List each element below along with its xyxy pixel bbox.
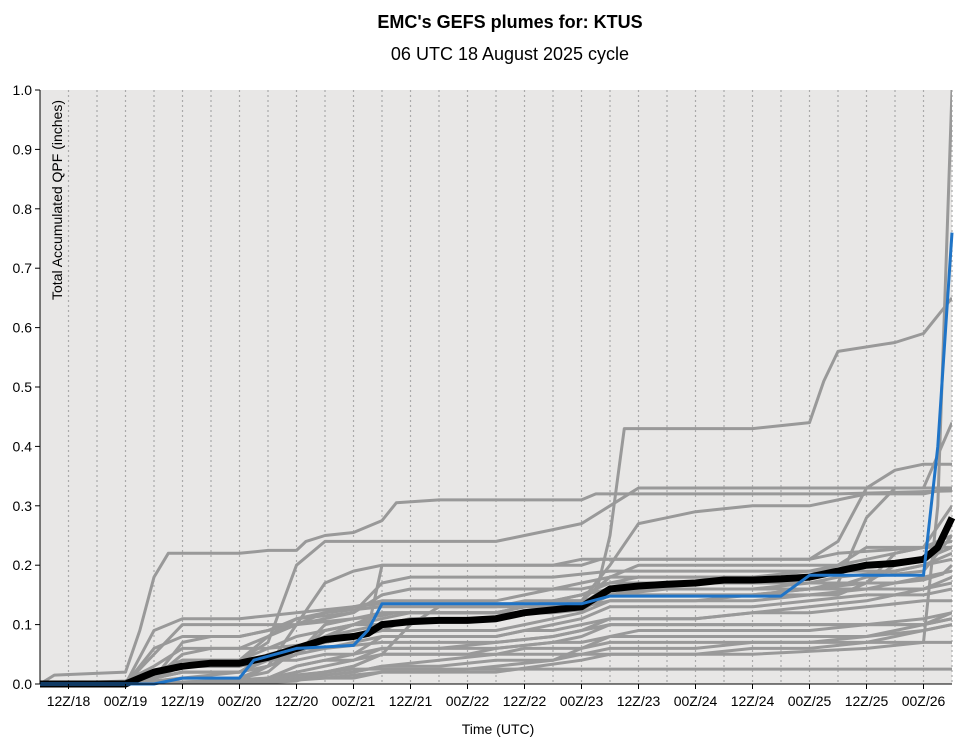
x-tick-label: 12Z/18 <box>47 693 91 709</box>
x-tick-label: 00Z/26 <box>902 693 946 709</box>
x-tick-label: 12Z/23 <box>617 693 661 709</box>
y-tick-label: 0.3 <box>13 498 33 514</box>
y-tick-label: 0.7 <box>13 260 33 276</box>
control-line <box>40 232 954 686</box>
x-tick-label: 12Z/25 <box>845 693 889 709</box>
y-tick-label: 1.0 <box>13 82 33 98</box>
x-tick-label: 00Z/24 <box>674 693 718 709</box>
member-line-19 <box>40 569 952 684</box>
ensemble-members <box>40 90 952 684</box>
x-tick-label: 12Z/22 <box>503 693 547 709</box>
y-tick-label: 0.2 <box>13 557 33 573</box>
x-axis-ticks: 12Z/18 00Z/19 12Z/19 00Z/20 12Z/20 00Z/21 12Z/… <box>47 684 946 709</box>
y-tick-label: 0.0 <box>13 676 33 692</box>
x-axis-label: Time (UTC) <box>462 721 535 737</box>
member-line-12 <box>40 564 952 684</box>
ensemble-mean <box>40 516 956 688</box>
member-line-30 <box>40 90 952 684</box>
y-axis-label: Total Accumulated QPF (inches) <box>49 100 65 300</box>
x-tick-label: 12Z/19 <box>161 693 205 709</box>
member-line-15 <box>40 581 952 684</box>
y-tick-label: 0.6 <box>13 320 33 336</box>
mean-line <box>40 516 956 688</box>
x-tick-label: 00Z/23 <box>560 693 604 709</box>
x-tick-label: 00Z/19 <box>104 693 148 709</box>
y-tick-label: 0.5 <box>13 379 33 395</box>
x-tick-label: 00Z/25 <box>788 693 832 709</box>
member-line-1 <box>40 489 952 684</box>
y-tick-label: 0.8 <box>13 201 33 217</box>
member-line-22 <box>40 534 952 684</box>
y-tick-label: 0.9 <box>13 141 33 157</box>
x-tick-label: 12Z/21 <box>389 693 433 709</box>
y-tick-label: 0.4 <box>13 438 33 454</box>
x-tick-label: 00Z/21 <box>332 693 376 709</box>
control-run <box>40 232 954 686</box>
x-tick-label: 00Z/22 <box>446 693 490 709</box>
y-tick-label: 0.1 <box>13 617 33 633</box>
chart-subtitle: 06 UTC 18 August 2025 cycle <box>391 44 629 64</box>
y-axis-ticks: 0.0 0.1 0.2 0.3 0.4 0.5 0.6 0.7 0.8 0.9 1.0 <box>13 82 40 692</box>
x-tick-label: 12Z/24 <box>731 693 775 709</box>
chart-title: EMC's GEFS plumes for: KTUS <box>377 12 642 32</box>
x-tick-label: 12Z/20 <box>275 693 319 709</box>
x-tick-label: 00Z/20 <box>218 693 262 709</box>
member-line-27 <box>40 575 952 684</box>
